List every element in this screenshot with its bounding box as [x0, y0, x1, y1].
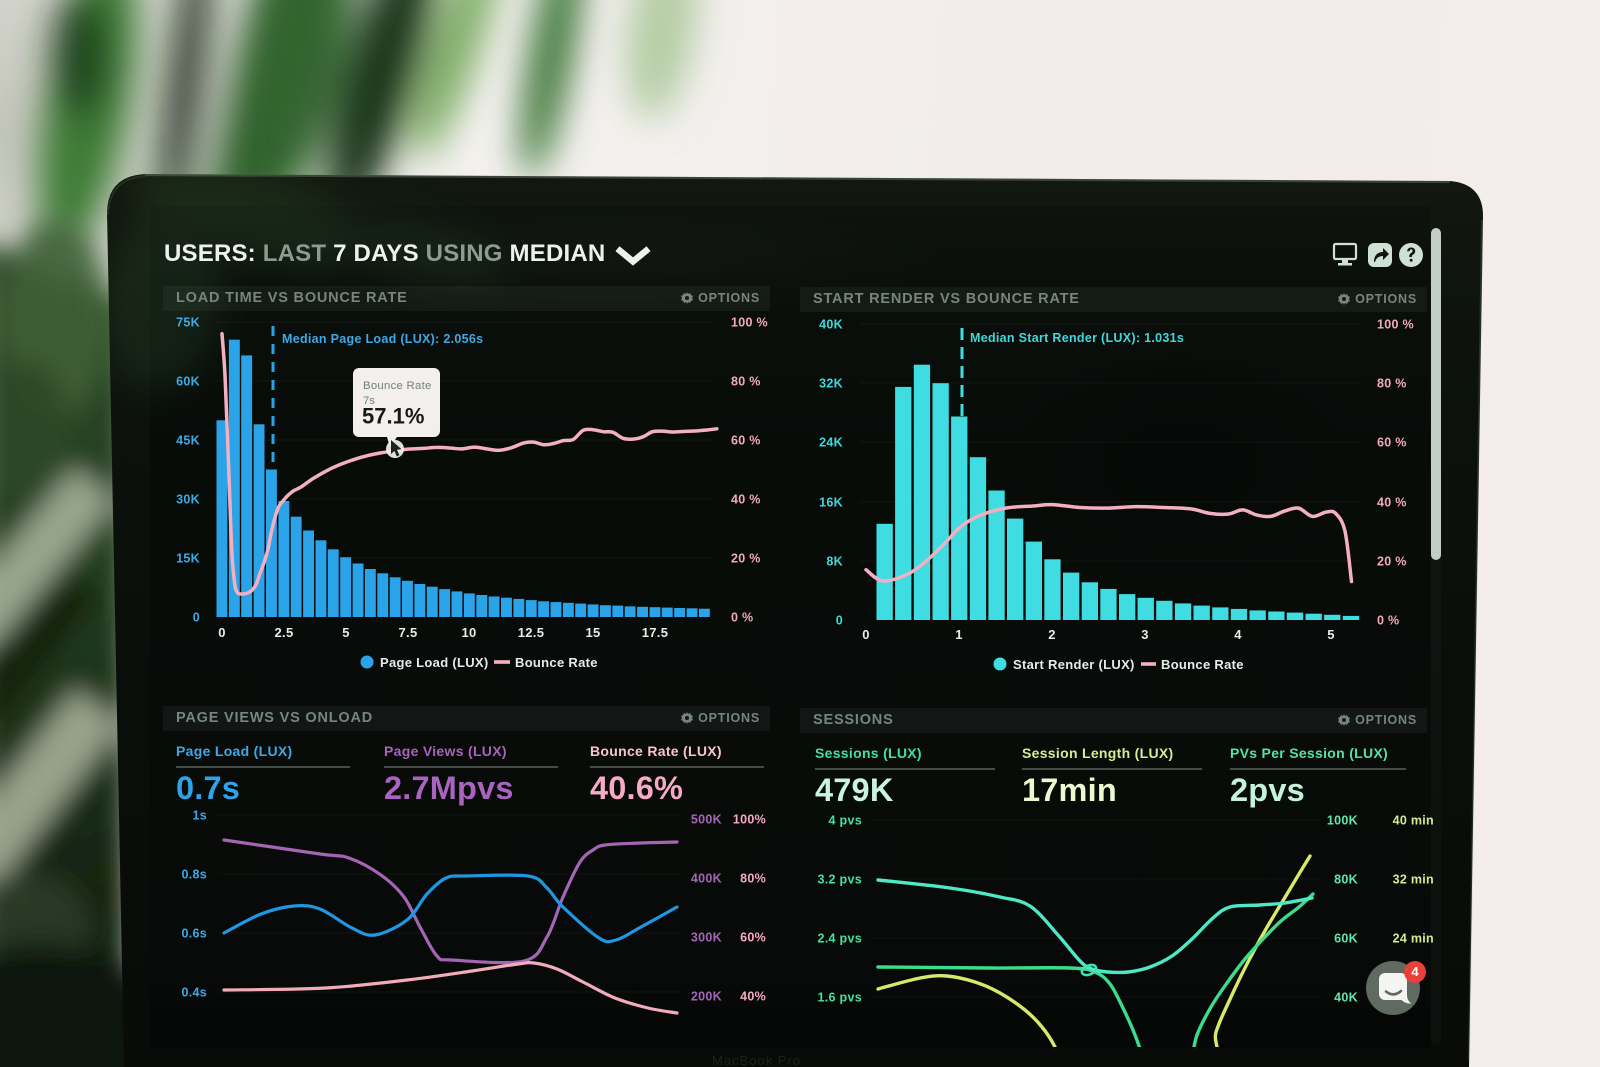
svg-text:Median Start Render (LUX): 1.0: Median Start Render (LUX): 1.031s [970, 331, 1184, 345]
svg-text:80%: 80% [740, 872, 766, 886]
svg-text:Session Length (LUX): Session Length (LUX) [1022, 745, 1173, 761]
svg-text:40K: 40K [1334, 991, 1358, 1005]
svg-text:80 %: 80 % [731, 375, 761, 389]
svg-text:16K: 16K [819, 496, 843, 510]
svg-text:0: 0 [193, 611, 200, 625]
svg-text:3.2 pvs: 3.2 pvs [818, 873, 863, 887]
svg-text:2.4 pvs: 2.4 pvs [818, 932, 863, 946]
svg-text:200K: 200K [691, 990, 722, 1004]
svg-text:0: 0 [836, 614, 843, 628]
svg-text:0.6s: 0.6s [181, 927, 207, 941]
svg-text:Median Page Load (LUX): 2.056s: Median Page Load (LUX): 2.056s [282, 332, 483, 346]
svg-text:2pvs: 2pvs [1230, 772, 1305, 808]
svg-text:80K: 80K [1334, 873, 1358, 887]
svg-text:30K: 30K [176, 493, 200, 507]
svg-text:17min: 17min [1022, 772, 1117, 808]
svg-text:Bounce Rate: Bounce Rate [1161, 657, 1244, 672]
svg-text:2: 2 [1048, 627, 1056, 642]
svg-text:400K: 400K [691, 872, 722, 886]
svg-text:Page Load (LUX): Page Load (LUX) [380, 655, 489, 670]
svg-text:15K: 15K [176, 552, 200, 566]
svg-text:Bounce Rate: Bounce Rate [363, 380, 432, 392]
svg-text:40%: 40% [740, 990, 766, 1004]
svg-text:40 min: 40 min [1393, 814, 1434, 828]
svg-text:4: 4 [1234, 627, 1242, 642]
svg-text:479K: 479K [815, 772, 894, 808]
svg-text:7s: 7s [363, 395, 375, 407]
svg-text:24K: 24K [819, 436, 843, 450]
svg-text:57.1%: 57.1% [362, 404, 424, 429]
svg-text:60%: 60% [740, 931, 766, 945]
svg-text:Sessions (LUX): Sessions (LUX) [815, 745, 922, 761]
svg-text:Start Render (LUX): Start Render (LUX) [1013, 657, 1135, 672]
svg-text:40K: 40K [819, 318, 843, 332]
svg-text:45K: 45K [176, 434, 200, 448]
svg-text:80 %: 80 % [1377, 377, 1407, 391]
svg-text:40 %: 40 % [1377, 496, 1407, 510]
svg-text:15: 15 [585, 625, 600, 640]
svg-text:0: 0 [862, 627, 870, 642]
svg-text:100 %: 100 % [1377, 318, 1414, 332]
svg-text:12.5: 12.5 [518, 625, 545, 640]
svg-text:60K: 60K [176, 375, 200, 389]
svg-text:Bounce Rate (LUX): Bounce Rate (LUX) [590, 743, 722, 759]
svg-text:0.8s: 0.8s [181, 868, 207, 882]
svg-text:500K: 500K [691, 813, 722, 827]
svg-text:0.4s: 0.4s [181, 986, 207, 1000]
svg-text:40.6%: 40.6% [590, 770, 683, 806]
svg-text:0: 0 [218, 625, 226, 640]
svg-text:100K: 100K [1327, 814, 1358, 828]
svg-text:32K: 32K [819, 377, 843, 391]
svg-text:PVs Per Session (LUX): PVs Per Session (LUX) [1230, 745, 1388, 761]
svg-text:3: 3 [1141, 627, 1149, 642]
svg-text:7.5: 7.5 [399, 625, 418, 640]
svg-text:Page Views (LUX): Page Views (LUX) [384, 743, 507, 759]
svg-text:5: 5 [342, 625, 350, 640]
svg-text:0.7s: 0.7s [176, 770, 240, 806]
svg-text:1.6 pvs: 1.6 pvs [818, 991, 863, 1005]
svg-text:75K: 75K [176, 316, 200, 330]
svg-text:60K: 60K [1334, 932, 1358, 946]
svg-text:17.5: 17.5 [642, 625, 669, 640]
svg-text:20 %: 20 % [731, 552, 761, 566]
svg-text:0 %: 0 % [731, 611, 753, 625]
svg-text:1: 1 [955, 627, 963, 642]
svg-text:40 %: 40 % [731, 493, 761, 507]
svg-text:2.7Mpvs: 2.7Mpvs [384, 770, 514, 806]
svg-text:Page Load (LUX): Page Load (LUX) [176, 743, 293, 759]
svg-text:60 %: 60 % [731, 434, 761, 448]
svg-text:1s: 1s [192, 809, 207, 823]
svg-text:100 %: 100 % [731, 316, 768, 330]
svg-text:5: 5 [1327, 627, 1335, 642]
svg-text:4 pvs: 4 pvs [829, 814, 862, 828]
svg-text:10: 10 [461, 625, 476, 640]
svg-text:300K: 300K [691, 931, 722, 945]
svg-text:0 %: 0 % [1377, 614, 1399, 628]
svg-text:32 min: 32 min [1393, 873, 1434, 887]
svg-text:8K: 8K [826, 555, 843, 569]
svg-text:20 %: 20 % [1377, 555, 1407, 569]
svg-text:60 %: 60 % [1377, 436, 1407, 450]
svg-text:24 min: 24 min [1393, 932, 1434, 946]
svg-text:2.5: 2.5 [275, 625, 294, 640]
svg-text:100%: 100% [733, 813, 766, 827]
svg-text:Bounce Rate: Bounce Rate [515, 655, 598, 670]
